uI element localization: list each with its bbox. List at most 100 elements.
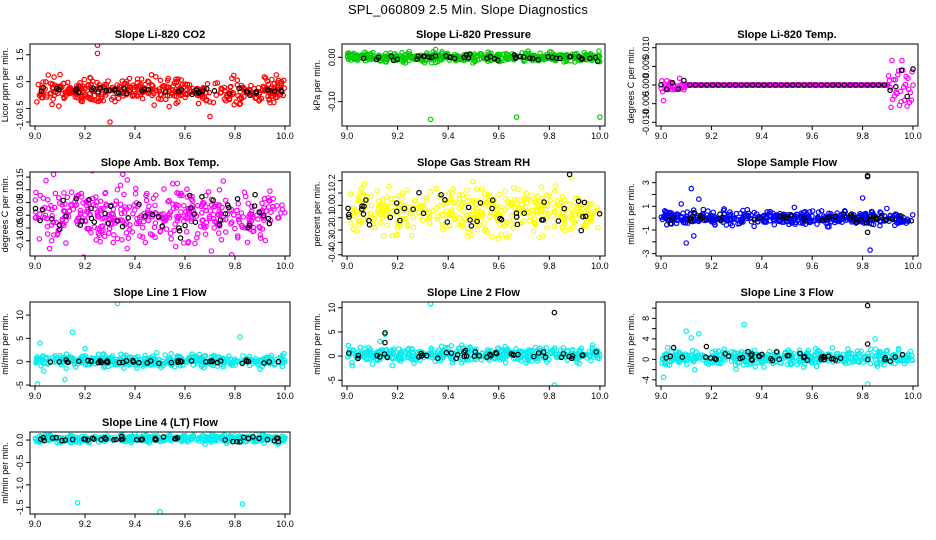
data-point: [446, 57, 453, 63]
data-point: [278, 210, 284, 216]
data-point: [464, 233, 471, 240]
data-point: [181, 202, 187, 209]
data-point: [184, 186, 190, 193]
data-point: [152, 234, 158, 241]
data-point: [560, 345, 567, 351]
data-point: [484, 55, 490, 62]
data-point: [744, 206, 751, 213]
data-point: [131, 92, 138, 99]
data-point: [434, 355, 441, 362]
data-point: [408, 232, 415, 239]
y-tick-label: -0.10: [327, 91, 337, 112]
data-point: [489, 197, 496, 204]
data-point: [125, 215, 132, 221]
data-point: [773, 352, 780, 359]
data-point: [121, 86, 127, 92]
data-point: [666, 362, 673, 368]
data-point: [883, 205, 890, 212]
x-tick-label: 9.6: [179, 391, 192, 401]
data-point: [221, 361, 227, 368]
data-point: [234, 196, 241, 202]
data-point: [531, 216, 538, 223]
data-point: [789, 82, 796, 88]
data-point: [60, 197, 67, 204]
y-tick-label: -1: [641, 226, 651, 234]
data-point: [681, 77, 687, 84]
data-point: [722, 217, 729, 223]
x-tick-label: 9.2: [391, 391, 404, 401]
data-point: [874, 360, 881, 367]
data-point: [52, 190, 59, 197]
data-point: [740, 219, 746, 225]
data-point: [99, 215, 106, 222]
data-point: [97, 85, 104, 91]
data-point: [412, 197, 419, 204]
data-point: [216, 230, 222, 236]
data-point: [194, 360, 201, 367]
data-point: [82, 345, 88, 352]
data-point: [141, 86, 147, 93]
data-point: [898, 213, 904, 220]
data-point: [124, 177, 131, 183]
data-point: [92, 97, 99, 104]
data-point: [707, 213, 713, 220]
data-point: [116, 90, 122, 96]
x-tick-label: 10.0: [276, 519, 294, 529]
data-point: [158, 215, 165, 221]
data-point: [108, 354, 115, 361]
x-tick-label: 9.2: [79, 519, 92, 529]
data-point: [203, 223, 209, 230]
data-point: [63, 213, 69, 220]
data-point: [700, 206, 707, 213]
data-point: [870, 82, 876, 88]
data-point: [98, 93, 104, 100]
data-point: [86, 196, 92, 203]
data-point: [435, 347, 442, 353]
data-point: [418, 205, 424, 211]
data-point: [899, 57, 905, 64]
data-point: [597, 114, 603, 120]
data-point: [206, 213, 213, 220]
data-point: [461, 349, 467, 355]
data-point: [910, 82, 916, 88]
data-point: [151, 102, 157, 108]
data-point: [793, 211, 800, 218]
data-point: [103, 201, 109, 208]
data-point: [118, 210, 125, 217]
data-point: [455, 345, 462, 352]
x-tick-label: 9.4: [129, 391, 142, 401]
data-point: [863, 219, 870, 226]
data-point: [153, 349, 160, 356]
data-point: [368, 193, 375, 199]
data-point: [841, 82, 848, 88]
data-point: [174, 354, 181, 361]
data-point: [494, 57, 501, 64]
x-tick-label: 9.8: [229, 131, 242, 141]
data-point: [511, 52, 518, 58]
data-point: [97, 238, 104, 245]
data-point: [818, 208, 825, 214]
data-point: [801, 82, 808, 88]
data-point: [268, 76, 275, 83]
data-point: [75, 89, 82, 96]
data-point: [136, 359, 142, 366]
data-point: [266, 359, 273, 365]
data-point: [419, 217, 426, 224]
data-point: [374, 352, 380, 359]
data-point: [230, 212, 237, 218]
data-point: [512, 356, 519, 363]
data-point: [55, 195, 62, 201]
data-point: [732, 82, 739, 88]
data-point: [576, 54, 583, 60]
data-point: [864, 173, 871, 180]
data-point: [81, 254, 87, 256]
data-point: [156, 360, 162, 367]
data-point: [105, 220, 112, 227]
data-point: [806, 209, 813, 215]
data-point: [202, 437, 209, 444]
data-point: [498, 216, 505, 223]
data-point: [162, 217, 169, 224]
data-point: [380, 232, 387, 239]
